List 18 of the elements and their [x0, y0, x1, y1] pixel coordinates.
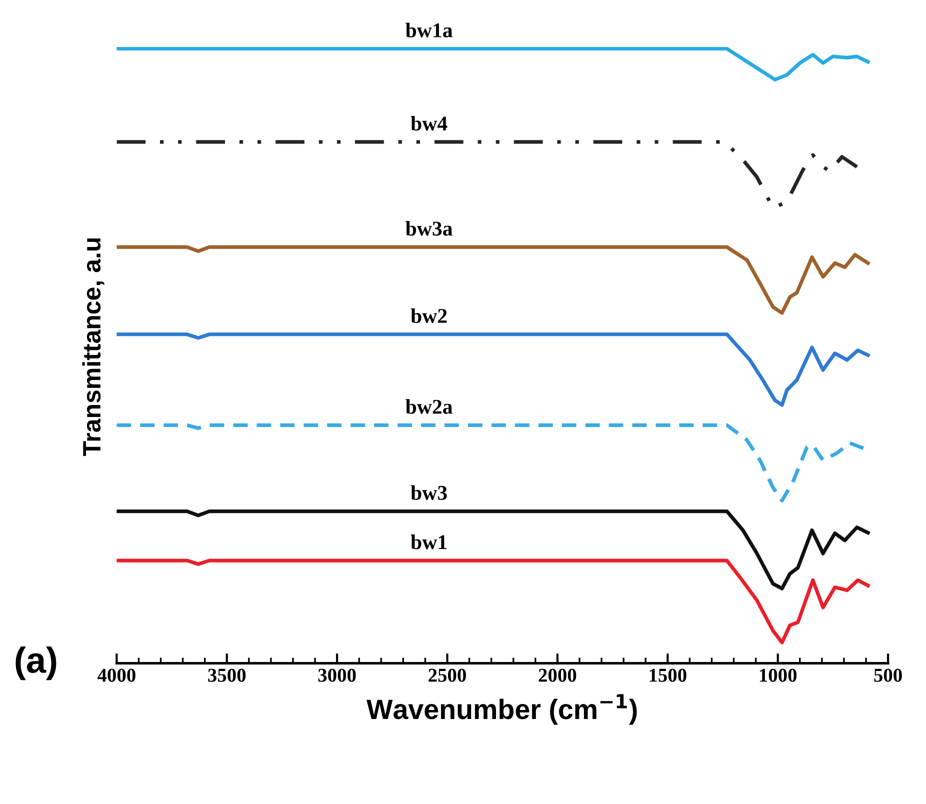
series-label: bw1 [410, 534, 447, 550]
series-label: bw3a [406, 221, 452, 236]
series-label: bw2a [406, 399, 452, 414]
x-tick-label: 4000 [98, 668, 136, 682]
x-tick-label: 2500 [428, 668, 466, 682]
x-tick-label: 1000 [760, 668, 797, 682]
series-label: bw1a [406, 22, 452, 38]
series-label: bw2 [410, 308, 447, 323]
x-axis-title: Wavenumber (cm$^{−1}$) [366, 694, 637, 725]
series-label: bw4 [410, 116, 448, 131]
x-tick-label: 3000 [318, 668, 356, 682]
x-tick-label: 1500 [650, 668, 686, 682]
text: (a) [16, 646, 56, 680]
x-tick-label: 3500 [208, 668, 246, 682]
x-tick-label: 2000 [538, 668, 576, 682]
x-tick-label: 500 [874, 668, 902, 682]
y-axis-title: Transmittance, a.u [82, 238, 104, 456]
series-label: bw3 [410, 485, 447, 500]
